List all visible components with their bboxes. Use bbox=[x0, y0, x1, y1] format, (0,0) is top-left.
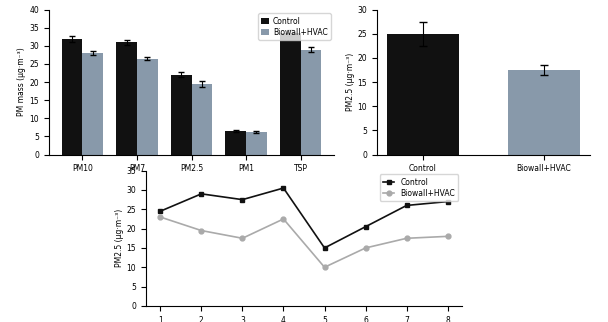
Bar bbox=[61, 39, 82, 155]
Control bbox=[321, 246, 328, 250]
Bar bbox=[226, 131, 246, 155]
Biowall+HVAC bbox=[280, 217, 287, 221]
Bar bbox=[192, 84, 212, 155]
Biowall+HVAC bbox=[403, 236, 410, 240]
Control bbox=[403, 204, 410, 207]
Bar bbox=[137, 59, 157, 155]
Legend: Control, Biowall+HVAC: Control, Biowall+HVAC bbox=[380, 175, 458, 201]
Biowall+HVAC bbox=[239, 236, 246, 240]
Control bbox=[444, 200, 451, 204]
Bar bbox=[508, 70, 580, 155]
Bar bbox=[246, 132, 267, 155]
Legend: Control, Biowall+HVAC: Control, Biowall+HVAC bbox=[258, 14, 331, 40]
Control bbox=[280, 186, 287, 190]
Bar bbox=[116, 42, 137, 155]
Y-axis label: PM2.5 (μg·m⁻³): PM2.5 (μg·m⁻³) bbox=[346, 53, 354, 111]
Y-axis label: PM mass (μg·m⁻³): PM mass (μg·m⁻³) bbox=[18, 48, 26, 117]
Biowall+HVAC bbox=[444, 234, 451, 238]
Control bbox=[157, 209, 164, 213]
Bar bbox=[301, 50, 322, 155]
Control bbox=[239, 198, 246, 202]
X-axis label: PM size: PM size bbox=[176, 176, 207, 185]
Biowall+HVAC bbox=[198, 229, 205, 232]
Bar bbox=[171, 75, 192, 155]
Biowall+HVAC bbox=[157, 215, 164, 219]
Bar bbox=[280, 33, 301, 155]
Biowall+HVAC bbox=[321, 265, 328, 269]
Biowall+HVAC bbox=[362, 246, 369, 250]
Line: Biowall+HVAC: Biowall+HVAC bbox=[158, 214, 450, 270]
Y-axis label: PM2.5 (μg·m⁻³): PM2.5 (μg·m⁻³) bbox=[115, 209, 123, 267]
Control bbox=[362, 225, 369, 229]
Bar bbox=[82, 53, 103, 155]
Bar bbox=[387, 34, 459, 155]
Line: Control: Control bbox=[158, 185, 450, 251]
Control bbox=[198, 192, 205, 196]
